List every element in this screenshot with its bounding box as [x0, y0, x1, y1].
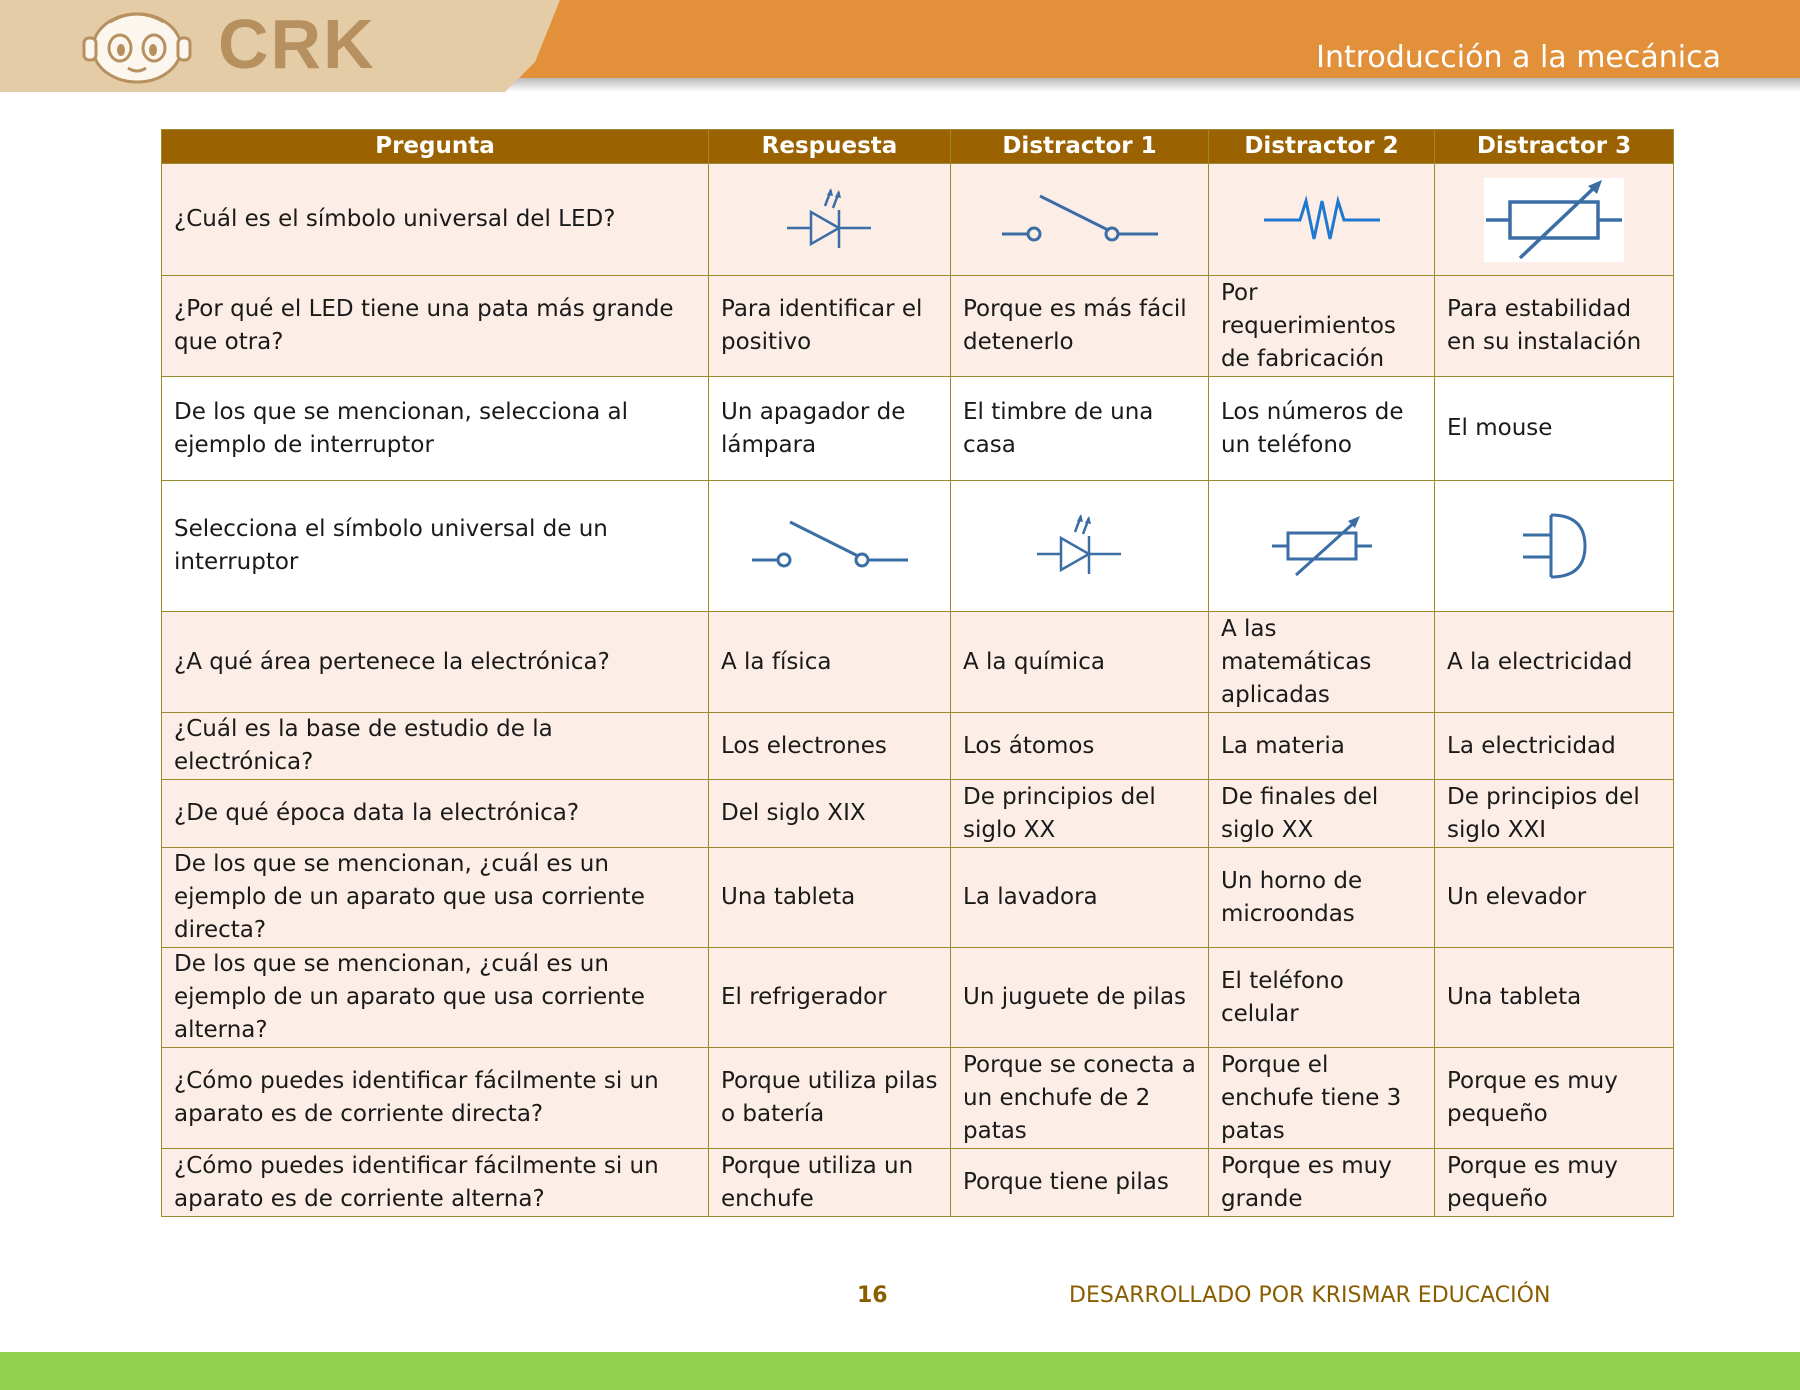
distractor-cell: Un juguete de pilas [950, 947, 1209, 1048]
answer-cell: Porque utiliza pilas o batería [708, 1047, 951, 1149]
page-number: 16 [857, 1283, 888, 1308]
distractor-cell: De principios del siglo XXI [1434, 779, 1674, 848]
table-row: De los que se mencionan, ¿cuál es un eje… [161, 947, 1674, 1048]
distractor-cell [1434, 480, 1674, 612]
distractor-cell: Un horno de microondas [1208, 847, 1435, 948]
table-row: ¿Cuál es el símbolo universal del LED? [161, 163, 1674, 276]
table-row: ¿Cómo puedes identificar fácilmente si u… [161, 1047, 1674, 1149]
distractor-cell: Porque es muy pequeño [1434, 1047, 1674, 1149]
answer-cell: El refrigerador [708, 947, 951, 1048]
crk-logo: CRK [218, 5, 376, 83]
distractor-cell: De principios del siglo XX [950, 779, 1209, 848]
footer-bar [0, 1352, 1800, 1390]
distractor-cell: Porque es más fácil detenerlo [950, 275, 1209, 377]
question-cell: ¿De qué época data la electrónica? [161, 779, 709, 848]
column-header: Distractor 2 [1208, 129, 1435, 164]
distractor-cell: El teléfono celular [1208, 947, 1435, 1048]
answer-cell: A la física [708, 611, 951, 713]
question-cell: Selecciona el símbolo universal de un in… [161, 480, 709, 612]
table-row: ¿A qué área pertenece la electrónica? A … [161, 611, 1674, 713]
distractor-cell: Un elevador [1434, 847, 1674, 948]
question-cell: De los que se mencionan, ¿cuál es un eje… [161, 847, 709, 948]
column-header: Distractor 3 [1434, 129, 1674, 164]
distractor-cell: El mouse [1434, 376, 1674, 481]
table-row: ¿De qué época data la electrónica? Del s… [161, 779, 1674, 848]
question-cell: ¿Cuál es el símbolo universal del LED? [161, 163, 709, 276]
switch-symbol-icon [751, 520, 908, 568]
distractor-cell: A la química [950, 611, 1209, 713]
table-row: De los que se mencionan, ¿cuál es un eje… [161, 847, 1674, 948]
table-row: ¿Cómo puedes identificar fácilmente si u… [161, 1148, 1674, 1217]
question-cell: De los que se mencionan, ¿cuál es un eje… [161, 947, 709, 1048]
question-cell: De los que se mencionan, selecciona al e… [161, 376, 709, 481]
column-header: Distractor 1 [950, 129, 1209, 164]
answer-cell: Del siglo XIX [708, 779, 951, 848]
question-cell: ¿A qué área pertenece la electrónica? [161, 611, 709, 713]
table-row: ¿Por qué el LED tiene una pata más grand… [161, 275, 1674, 377]
distractor-cell: Porque tiene pilas [950, 1148, 1209, 1217]
table-row: Selecciona el símbolo universal de un in… [161, 480, 1674, 612]
distractor-cell: El timbre de una casa [950, 376, 1209, 481]
answer-cell [708, 163, 951, 276]
distractor-cell: Una tableta [1434, 947, 1674, 1048]
answer-cell: Una tableta [708, 847, 951, 948]
distractor-cell: Los números de un teléfono [1208, 376, 1435, 481]
question-cell: ¿Por qué el LED tiene una pata más grand… [161, 275, 709, 377]
distractor-cell: Por requerimientos de fabricación [1208, 275, 1435, 377]
table-row: ¿Cuál es la base de estudio de la electr… [161, 712, 1674, 780]
distractor-cell: Porque el enchufe tiene 3 patas [1208, 1047, 1435, 1149]
question-cell: ¿Cómo puedes identificar fácilmente si u… [161, 1148, 709, 1217]
question-cell: ¿Cuál es la base de estudio de la electr… [161, 712, 709, 780]
distractor-cell [1434, 163, 1674, 276]
answer-cell [708, 480, 951, 612]
distractor-cell: A las matemáticas aplicadas [1208, 611, 1435, 713]
distractor-cell: La electricidad [1434, 712, 1674, 780]
answer-cell: Un apagador de lámpara [708, 376, 951, 481]
distractor-cell: De finales del siglo XX [1208, 779, 1435, 848]
document-title: Introducción a la mecánica [1316, 40, 1721, 75]
answer-cell: Para identificar el positivo [708, 275, 951, 377]
distractor-cell: La lavadora [950, 847, 1209, 948]
distractor-cell: A la electricidad [1434, 611, 1674, 713]
variable-resistor-symbol-icon [1271, 516, 1372, 577]
led-symbol-icon [786, 187, 871, 248]
distractor-cell [1208, 163, 1435, 276]
and-gate-symbol-icon [1523, 513, 1587, 579]
table-row: De los que se mencionan, selecciona al e… [161, 376, 1674, 481]
distractor-cell: Para estabilidad en su instalación [1434, 275, 1674, 377]
table-header-row: Pregunta Respuesta Distractor 1 Distract… [161, 129, 1674, 164]
distractor-cell: Porque es muy pequeño [1434, 1148, 1674, 1217]
distractor-cell: Porque es muy grande [1208, 1148, 1435, 1217]
answer-cell: Los electrones [708, 712, 951, 780]
distractor-cell [950, 480, 1209, 612]
distractor-cell [1208, 480, 1435, 612]
distractor-cell: La materia [1208, 712, 1435, 780]
quiz-table: Pregunta Respuesta Distractor 1 Distract… [161, 129, 1674, 1217]
variable-resistor-symbol-icon [1484, 177, 1624, 262]
column-header: Respuesta [708, 129, 951, 164]
resistor-symbol-icon [1263, 194, 1380, 239]
robot-mascot-icon [82, 12, 192, 84]
answer-cell: Porque utiliza un enchufe [708, 1148, 951, 1217]
distractor-cell: Los átomos [950, 712, 1209, 780]
switch-symbol-icon [1001, 194, 1158, 241]
question-cell: ¿Cómo puedes identificar fácilmente si u… [161, 1047, 709, 1149]
led-symbol-icon [1036, 514, 1121, 574]
distractor-cell [950, 163, 1209, 276]
column-header: Pregunta [161, 129, 709, 164]
footer-credit: DESARROLLADO POR KRISMAR EDUCACIÓN [1069, 1283, 1551, 1308]
distractor-cell: Porque se conecta a un enchufe de 2 pata… [950, 1047, 1209, 1149]
